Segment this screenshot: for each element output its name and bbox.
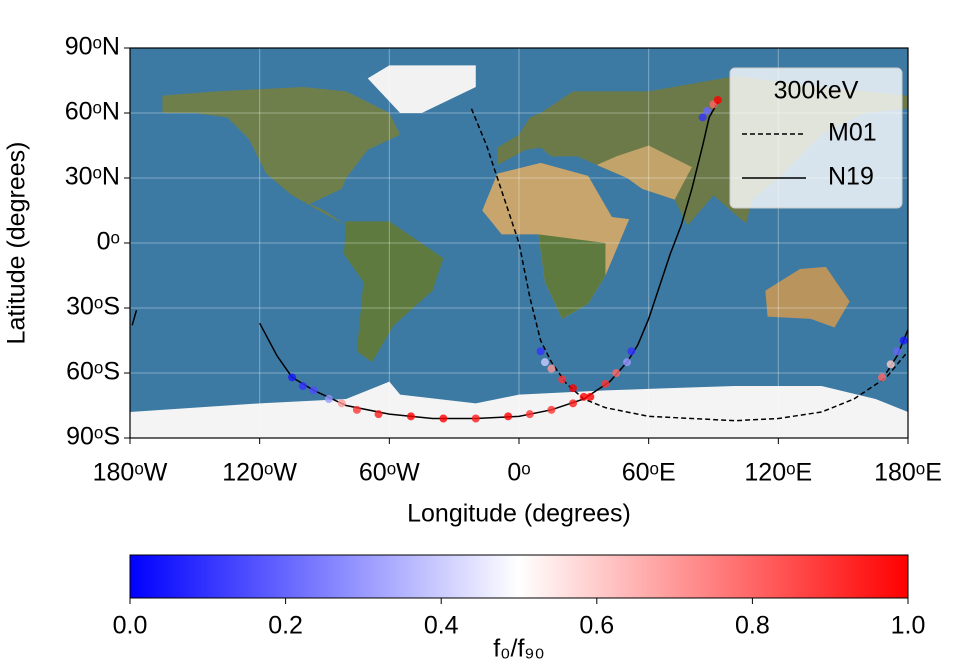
y-tick-label: 90ᵒS (66, 423, 120, 451)
x-tick-label: 0ᵒ (507, 459, 530, 487)
x-tick-label: 60ᵒW (359, 459, 420, 487)
track-point (698, 113, 707, 122)
x-tick-label: 60ᵒE (622, 459, 676, 487)
y-tick-label: 30ᵒS (66, 293, 120, 321)
colorbar-tick-label: 0.0 (113, 612, 148, 640)
legend-label: M01 (828, 119, 877, 147)
track-point (540, 358, 549, 367)
colorbar-tick-label: 0.2 (268, 612, 303, 640)
track-point (525, 410, 534, 419)
track-point (612, 369, 621, 377)
track-point (406, 412, 415, 421)
x-tick-label: 180ᵒW (93, 459, 168, 487)
legend-label: N19 (828, 163, 874, 191)
track-point (374, 410, 383, 419)
track-point (547, 364, 556, 373)
track-point (288, 373, 297, 382)
track-point (352, 405, 361, 414)
colorbar-tick-label: 0.4 (424, 612, 459, 640)
colorbar-tick-label: 0.8 (735, 612, 770, 640)
track-point (878, 373, 887, 382)
track-point (504, 412, 513, 421)
track-point (893, 347, 902, 356)
track-point (547, 405, 556, 414)
track-point (703, 106, 712, 115)
track-point (536, 347, 545, 356)
y-tick-label: 0ᵒ (97, 228, 120, 256)
track-point (309, 386, 318, 395)
x-tick-label: 120ᵒE (744, 459, 812, 487)
track-point (886, 360, 895, 369)
track-point (713, 96, 722, 104)
track-point (324, 395, 333, 403)
track-point (569, 399, 578, 408)
x-tick-label: 120ᵒW (222, 459, 297, 487)
colorbar-label: f₀/f₉₀ (493, 635, 545, 661)
y-axis-label: Latitude (degrees) (3, 142, 31, 345)
y-tick-label: 90ᵒN (65, 33, 120, 61)
colorbar (129, 554, 909, 599)
track-point (586, 392, 595, 401)
track-point (899, 336, 908, 345)
track-point (337, 399, 346, 408)
x-axis-label: Longitude (degrees) (407, 500, 631, 528)
y-tick-label: 30ᵒN (65, 163, 120, 191)
points (288, 96, 908, 423)
legend: 300keV (729, 67, 903, 209)
track-point (627, 347, 636, 356)
legend-box (729, 67, 903, 209)
y-tick-label: 60ᵒS (66, 358, 120, 386)
track-point (298, 382, 307, 390)
y-tick-label: 60ᵒN (65, 98, 120, 126)
colorbar-tick-label: 0.6 (579, 612, 614, 640)
colorbar-tick-label: 1.0 (891, 612, 926, 640)
x-tick-label: 180ᵒE (874, 459, 942, 487)
track-point (601, 379, 610, 388)
track-point (579, 392, 588, 401)
legend-title: 300keV (774, 77, 859, 105)
track-point (471, 414, 480, 423)
track-point (569, 384, 578, 393)
track-point (623, 358, 632, 367)
track-point (558, 375, 567, 384)
track-point (439, 414, 448, 423)
